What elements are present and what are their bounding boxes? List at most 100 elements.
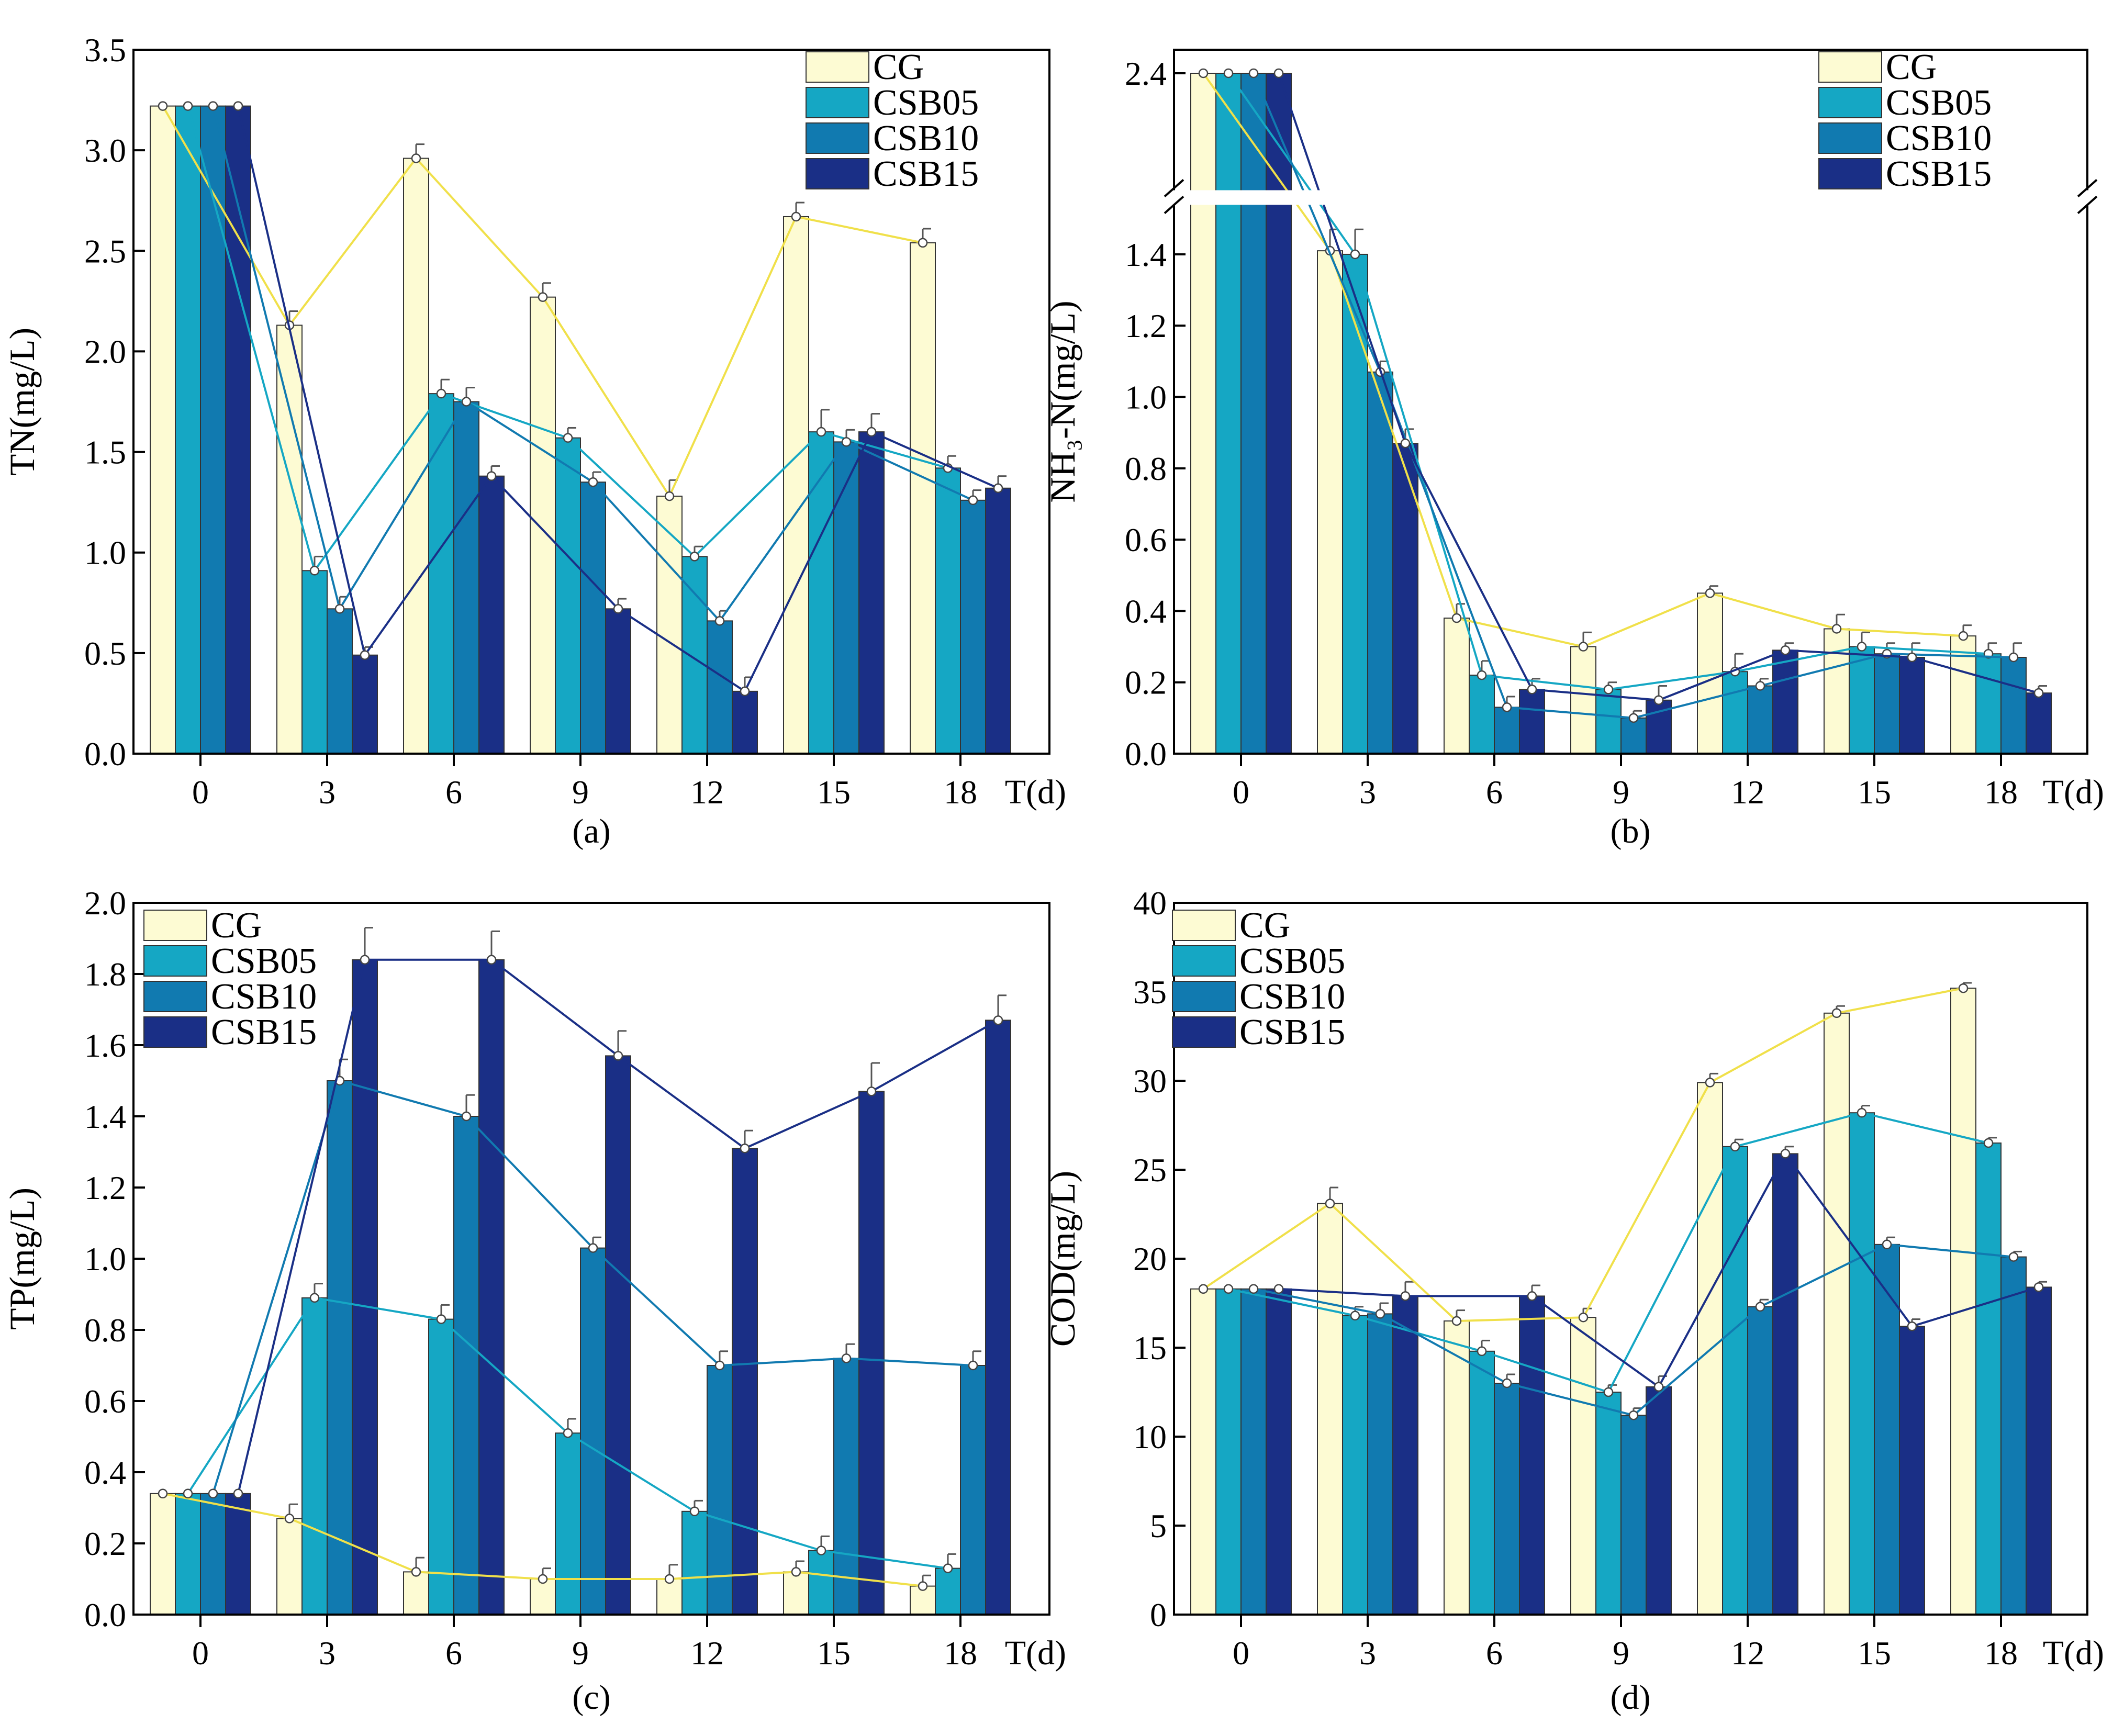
bar-csb05-15 — [808, 1550, 834, 1616]
data-point-csb10-3 — [1375, 1309, 1385, 1319]
data-point-csb05-12 — [689, 1506, 700, 1517]
bar-cg-15 — [783, 216, 809, 754]
bar-csb05-12 — [1722, 671, 1748, 754]
data-point-csb05-18 — [943, 1563, 953, 1573]
data-point-csb05-0 — [183, 101, 193, 111]
panel-a: 0.0 0.5 1.0 1.5 2.0 2.5 3.0 3.5 0 3 6 9 12 15 18 T(d) TN… — [2, 31, 1066, 850]
legend-label: CSB05 — [1886, 83, 1992, 123]
bar-csb10-15 — [833, 441, 859, 754]
data-point-csb10-6 — [461, 1111, 472, 1122]
bar-csb15-12 — [1772, 649, 1798, 754]
y-tick-label: 1.6 — [84, 1027, 126, 1064]
y-tick-label: 0.8 — [84, 1312, 126, 1349]
data-point-csb15-6 — [1527, 685, 1537, 695]
bar-cg-18 — [1950, 988, 1976, 1615]
data-point-csb10-6 — [1502, 702, 1512, 712]
y-tick-label: 0.6 — [84, 1383, 126, 1420]
bar-csb05-3 — [301, 570, 328, 755]
y-axis-label: NH₃-N(mg/L) — [1043, 300, 1082, 502]
bar-cg-0 — [1190, 1288, 1216, 1616]
y-axis-label: COD(mg/L) — [1043, 1171, 1082, 1347]
x-tick-label: 9 — [1613, 1634, 1629, 1672]
bar-csb05-6 — [428, 1318, 454, 1616]
data-point-csb05-3 — [309, 1293, 320, 1303]
bar-cg-12 — [656, 496, 683, 754]
bar-cg-9 — [530, 1578, 556, 1615]
data-point-cg-6 — [1451, 613, 1462, 623]
y-tick-label: 2.5 — [84, 232, 126, 270]
data-point-cg-12 — [664, 491, 675, 501]
data-point-csb10-9 — [1628, 713, 1639, 723]
bar-csb10-0 — [200, 105, 226, 755]
bar-csb10-0 — [200, 1493, 226, 1616]
data-point-csb05-15 — [816, 427, 826, 437]
bar-csb05-15 — [1849, 1112, 1875, 1615]
bar-csb10-18 — [2000, 657, 2027, 754]
data-point-csb15-9 — [613, 1051, 623, 1061]
bar-csb05-0 — [1215, 73, 1242, 754]
y-axis-label: TP(mg/L) — [2, 1188, 42, 1330]
data-point-cg-6 — [1451, 1316, 1462, 1326]
bar-csb05-12 — [681, 556, 708, 755]
data-point-csb10-15 — [841, 1353, 852, 1363]
bar-cg-6 — [403, 158, 429, 754]
bar-csb15-0 — [225, 105, 251, 755]
legend-label: CG — [1886, 47, 1937, 87]
data-point-csb15-9 — [1653, 695, 1664, 705]
data-point-cg-9 — [538, 1574, 548, 1584]
legend-label: CSB05 — [1239, 941, 1345, 981]
x-tick-label: 12 — [690, 774, 724, 811]
data-point-csb05-0 — [183, 1488, 193, 1499]
x-tick-label: 3 — [1359, 1634, 1376, 1672]
data-point-csb10-15 — [841, 437, 852, 447]
data-point-csb10-9 — [588, 477, 598, 487]
data-point-csb10-0 — [208, 101, 218, 111]
bar-cg-9 — [1570, 646, 1596, 754]
data-point-csb15-9 — [1653, 1382, 1664, 1392]
bar-csb10-12 — [707, 620, 733, 755]
data-point-cg-0 — [158, 101, 168, 111]
data-point-csb15-0 — [1273, 68, 1284, 79]
y-tick-label: 0.2 — [84, 1525, 126, 1562]
bar-csb10-3 — [1367, 371, 1393, 754]
bar-csb05-18 — [1975, 653, 2002, 754]
bar-csb10-18 — [960, 1365, 986, 1615]
bar-cg-3 — [276, 1518, 303, 1615]
x-tick-label: 15 — [817, 1634, 851, 1672]
x-tick-label: 6 — [445, 774, 462, 811]
bar-csb15-6 — [1519, 689, 1545, 754]
data-point-csb15-18 — [993, 483, 1003, 493]
bar-csb15-3 — [1392, 443, 1418, 754]
data-point-csb05-6 — [436, 388, 446, 399]
y-tick-label: 1.4 — [1125, 236, 1167, 273]
data-point-csb05-9 — [563, 433, 573, 443]
data-point-csb10-18 — [2008, 1252, 2019, 1262]
legend-swatch-csb15 — [143, 1016, 207, 1048]
data-point-cg-18 — [918, 1581, 928, 1591]
data-point-csb15-0 — [233, 101, 243, 111]
bar-csb15-12 — [732, 1148, 758, 1615]
data-point-csb10-12 — [714, 1360, 725, 1371]
bar-csb05-18 — [1975, 1143, 2002, 1615]
data-point-csb10-0 — [1248, 1284, 1259, 1294]
data-point-csb10-15 — [1882, 1239, 1892, 1250]
x-tick-label: 18 — [944, 774, 977, 811]
data-point-csb15-3 — [1400, 1291, 1411, 1301]
bar-csb10-18 — [960, 499, 986, 754]
bar-cg-15 — [783, 1571, 809, 1615]
data-point-csb15-18 — [2033, 688, 2044, 698]
y-tick-label: 10 — [1133, 1418, 1167, 1455]
bar-csb15-18 — [985, 1020, 1011, 1615]
bar-csb10-18 — [2000, 1256, 2027, 1616]
data-point-cg-0 — [158, 1488, 168, 1499]
data-point-csb05-0 — [1223, 68, 1234, 79]
data-point-csb10-3 — [334, 604, 345, 614]
bar-csb05-12 — [681, 1510, 708, 1616]
y-tick-label: 3.0 — [84, 132, 126, 169]
bar-csb10-9 — [1620, 717, 1647, 754]
data-point-csb05-6 — [436, 1314, 446, 1324]
bar-csb05-3 — [301, 1297, 328, 1616]
bar-cg-9 — [1570, 1317, 1596, 1615]
data-point-csb10-12 — [1755, 681, 1765, 691]
data-point-cg-12 — [664, 1574, 675, 1584]
